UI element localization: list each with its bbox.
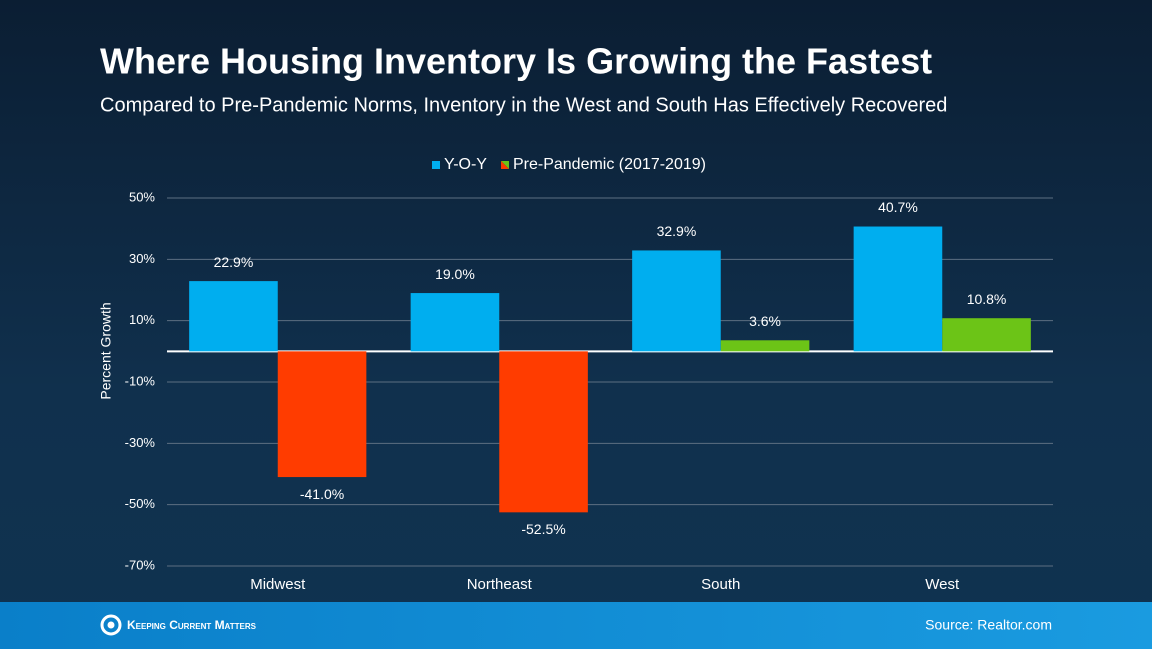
chart-title: Where Housing Inventory Is Growing the F… xyxy=(100,41,932,82)
bar xyxy=(189,281,278,352)
bar xyxy=(499,351,588,513)
y-axis-label: Percent Growth xyxy=(98,302,114,399)
y-tick-label: -70% xyxy=(125,557,156,572)
value-label: -41.0% xyxy=(300,486,344,502)
source: Source: Realtor.com xyxy=(925,617,1052,633)
legend-label: Y-O-Y xyxy=(444,156,487,173)
bar xyxy=(410,293,500,352)
x-tick-label: South xyxy=(701,576,740,593)
y-tick-label: 50% xyxy=(129,189,155,204)
value-label: -52.5% xyxy=(521,521,565,537)
y-tick-label: -30% xyxy=(125,435,156,450)
brand: Keeping Current Matters xyxy=(127,618,257,632)
value-label: 22.9% xyxy=(214,254,254,270)
value-label: 3.6% xyxy=(749,313,781,329)
brand-logo-dot xyxy=(107,621,115,629)
value-label: 32.9% xyxy=(657,223,697,239)
legend-swatch xyxy=(432,161,440,169)
bar xyxy=(942,318,1031,352)
y-tick-label: 30% xyxy=(129,251,155,266)
chart-subtitle: Compared to Pre-Pandemic Norms, Inventor… xyxy=(100,94,947,116)
bar xyxy=(720,340,810,352)
footer-band xyxy=(0,602,1152,649)
y-tick-label: -50% xyxy=(125,496,156,511)
value-label: 40.7% xyxy=(878,199,918,215)
bar xyxy=(277,351,367,478)
value-label: 19.0% xyxy=(435,266,475,282)
x-tick-label: West xyxy=(925,576,960,593)
legend-swatch xyxy=(500,161,509,169)
legend-label: Pre-Pandemic (2017-2019) xyxy=(513,156,706,173)
y-tick-label: 10% xyxy=(129,312,155,327)
bar xyxy=(853,226,943,352)
bar xyxy=(632,250,721,352)
x-tick-label: Northeast xyxy=(467,576,533,593)
value-label: 10.8% xyxy=(967,291,1007,307)
x-tick-label: Midwest xyxy=(250,576,306,593)
brand-logo xyxy=(100,614,122,636)
y-tick-label: -10% xyxy=(125,373,156,388)
